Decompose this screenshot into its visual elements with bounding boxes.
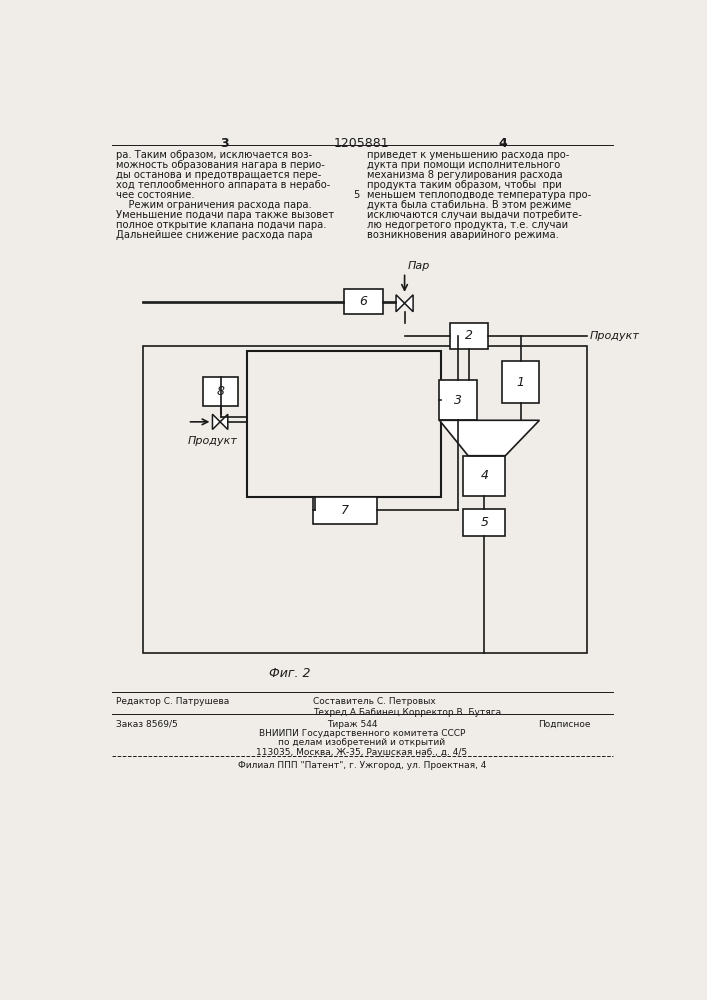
Text: исключаются случаи выдачи потребите-: исключаются случаи выдачи потребите-	[368, 210, 583, 220]
Text: Пар: Пар	[408, 261, 430, 271]
Text: 2: 2	[465, 329, 473, 342]
Text: по делам изобретений и открытий: по делам изобретений и открытий	[279, 738, 445, 747]
Bar	[464, 509, 506, 536]
Bar	[464, 456, 506, 496]
Bar	[450, 323, 489, 349]
Bar	[344, 289, 383, 314]
Text: дукта при помощи исполнительного: дукта при помощи исполнительного	[368, 160, 561, 170]
Text: полное открытие клапана подачи пара.: полное открытие клапана подачи пара.	[115, 220, 326, 230]
Text: Дальнейшее снижение расхода пара: Дальнейшее снижение расхода пара	[115, 230, 312, 240]
Text: ход теплообменного аппарата в нерабо-: ход теплообменного аппарата в нерабо-	[115, 180, 330, 190]
Polygon shape	[212, 414, 220, 429]
Text: 5: 5	[480, 516, 489, 529]
Text: приведет к уменьшению расхода про-: приведет к уменьшению расхода про-	[368, 150, 570, 160]
Text: 7: 7	[341, 504, 349, 517]
Polygon shape	[404, 295, 413, 312]
Text: 3: 3	[454, 394, 462, 407]
Text: Техред А.Бабинец Корректор В. Бутяга: Техред А.Бабинец Корректор В. Бутяга	[313, 708, 501, 717]
Text: 4: 4	[480, 469, 489, 482]
Bar	[203, 377, 238, 406]
Text: 113035, Москва, Ж-35, Раушская наб., д. 4/5: 113035, Москва, Ж-35, Раушская наб., д. …	[257, 748, 467, 757]
Text: Продукт: Продукт	[590, 331, 640, 341]
Text: дукта была стабильна. В этом режиме: дукта была стабильна. В этом режиме	[368, 200, 572, 210]
Text: чее состояние.: чее состояние.	[115, 190, 194, 200]
Text: Режим ограничения расхода пара.: Режим ограничения расхода пара.	[115, 200, 311, 210]
Text: Тираж 544: Тираж 544	[327, 720, 377, 729]
Text: 5: 5	[354, 190, 360, 200]
Bar	[143, 346, 587, 653]
Text: Филиал ППП "Патент", г. Ужгород, ул. Проектная, 4: Филиал ППП "Патент", г. Ужгород, ул. Про…	[238, 761, 486, 770]
Text: механизма 8 регулирования расхода: механизма 8 регулирования расхода	[368, 170, 563, 180]
Text: Подписное: Подписное	[538, 720, 590, 729]
Text: Продукт: Продукт	[187, 436, 238, 446]
Bar	[502, 361, 539, 403]
Text: 4: 4	[498, 137, 508, 150]
Text: можность образования нагара в перио-: можность образования нагара в перио-	[115, 160, 325, 170]
Text: ВНИИПИ Государственного комитета СССР: ВНИИПИ Государственного комитета СССР	[259, 729, 465, 738]
Text: 3: 3	[220, 137, 228, 150]
Text: Фиг. 2: Фиг. 2	[269, 667, 310, 680]
Bar	[313, 497, 377, 524]
Text: Заказ 8569/5: Заказ 8569/5	[115, 720, 177, 729]
Bar	[247, 351, 441, 497]
Text: Редактор С. Патрушева: Редактор С. Патрушева	[115, 698, 229, 706]
Text: продукта таким образом, чтобы  при: продукта таким образом, чтобы при	[368, 180, 562, 190]
Bar	[440, 380, 477, 420]
Polygon shape	[220, 414, 228, 429]
Text: 6: 6	[359, 295, 368, 308]
Text: меньшем теплоподводе температура про-: меньшем теплоподводе температура про-	[368, 190, 592, 200]
Text: 1: 1	[517, 376, 525, 389]
Text: Уменьшение подачи пара также вызовет: Уменьшение подачи пара также вызовет	[115, 210, 334, 220]
Text: Составитель С. Петровых: Составитель С. Петровых	[313, 698, 436, 706]
Polygon shape	[396, 295, 404, 312]
Text: лю недогретого продукта, т.е. случаи: лю недогретого продукта, т.е. случаи	[368, 220, 568, 230]
Text: ра. Таким образом, исключается воз-: ра. Таким образом, исключается воз-	[115, 150, 312, 160]
Polygon shape	[440, 420, 539, 456]
Text: 1205881: 1205881	[334, 137, 390, 150]
Text: 8: 8	[216, 385, 225, 398]
Text: возникновения аварийного режима.: возникновения аварийного режима.	[368, 230, 559, 240]
Text: ды останова и предотвращается пере-: ды останова и предотвращается пере-	[115, 170, 321, 180]
